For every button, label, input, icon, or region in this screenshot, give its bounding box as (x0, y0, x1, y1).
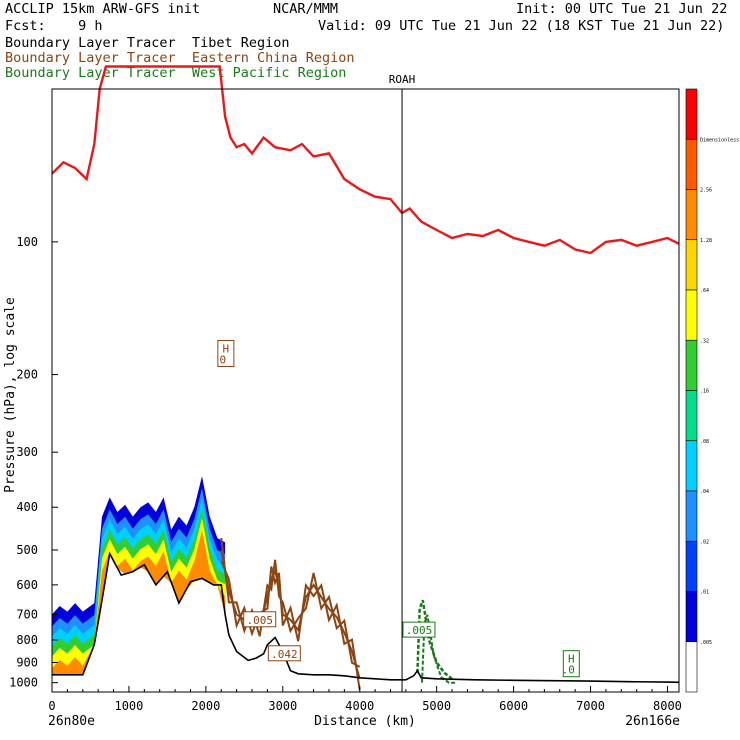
x-tick-label-2000: 2000 (191, 699, 220, 713)
colorbar-swatch-2 (685, 189, 698, 241)
endpoint-left: 26n80e (48, 714, 95, 729)
colorbar-swatch-4 (685, 289, 698, 341)
x-axis-label: Distance (km) (314, 714, 416, 729)
endpoint-right: 26n166e (625, 714, 680, 729)
line-layer: ROAH (51, 65, 680, 692)
annotation-box-0 (217, 340, 235, 368)
header-valid-time: Valid: 09 UTC Tue 21 Jun 22 (18 KST Tue … (318, 18, 725, 34)
y-tick-label-1000: 1000 (9, 676, 38, 690)
legend-tracer-eastern-china: Boundary Layer Tracer Eastern China Regi… (5, 50, 355, 66)
station-label: ROAH (389, 73, 416, 86)
y-tick-label-500: 500 (16, 543, 38, 557)
colorbar-swatch-9 (685, 540, 698, 592)
x-tick-label-5000: 5000 (422, 699, 451, 713)
annotation-box-2 (267, 645, 301, 662)
annotation-box-1 (243, 611, 277, 628)
annotation-text-0: H (223, 343, 230, 356)
annotation-box-4 (562, 650, 580, 678)
y-tick-label-400: 400 (16, 500, 38, 514)
tracer-band-32 (52, 508, 226, 675)
colorbar-label-8: .02 (700, 539, 709, 545)
plot-frame (51, 88, 680, 693)
annotation-text-2: .042 (271, 648, 298, 661)
colorbar-swatch-1 (685, 138, 698, 190)
legend-tracer-west-pacific: Boundary Layer Tracer West Pacific Regio… (5, 65, 347, 81)
colorbar-swatch-0 (685, 88, 698, 140)
y-tick-label-900: 900 (16, 655, 38, 669)
y-tick-label-700: 700 (16, 607, 38, 621)
y-tick-label-800: 800 (16, 633, 38, 647)
header-init: Init: 00 UTC Tue 21 Jun 22 (516, 1, 728, 17)
tropopause-line (51, 65, 680, 255)
tracer-fill-layer (52, 476, 226, 675)
colorbar-label-3: .64 (700, 288, 709, 294)
annotation-value-4: .0 (562, 664, 575, 677)
west-pacific-contour-1 (416, 599, 453, 680)
axes-layer: 0 1000 2000 3000 4000 5000 6000 7000 80001002003… (9, 235, 682, 713)
colorbar-swatch-7 (685, 440, 698, 492)
annotation-box-3 (402, 621, 436, 638)
west-pacific-contour-2 (421, 614, 457, 684)
x-tick-label-8000: 8000 (653, 699, 682, 713)
x-tick-label-0: 0 (48, 699, 55, 713)
annotation-text-1: .005 (246, 614, 273, 627)
colorbar-label-5: .16 (700, 389, 709, 395)
legend-tracer-tibet: Boundary Layer Tracer Tibet Region (5, 35, 290, 51)
terrain-line (52, 551, 680, 684)
colorbar: Dimensionless 2.56 1.28 .64 .32 .16 .08 .04 .02.… (685, 88, 739, 693)
colorbar-label-7: .04 (700, 489, 709, 495)
y-tick-label-300: 300 (16, 445, 38, 459)
colorbar-swatch-8 (685, 490, 698, 542)
header-title: ACCLIP 15km ARW-GFS init (5, 1, 201, 17)
colorbar-label-6: .08 (700, 439, 709, 445)
header-forecast-hour: Fcst: 9 h (5, 18, 103, 34)
colorbar-label-1: 2.56 (700, 188, 712, 194)
y-tick-label-600: 600 (16, 578, 38, 592)
y-tick-label-100: 100 (16, 235, 38, 249)
colorbar-label-2: 1.28 (700, 238, 712, 244)
colorbar-label-10: .005 (700, 640, 712, 646)
header-source: NCAR/MMM (273, 1, 339, 17)
colorbar-swatch-3 (685, 239, 698, 291)
y-axis-label: Pressure (hPa), log scale (3, 297, 18, 493)
x-tick-label-6000: 6000 (499, 699, 528, 713)
x-tick-label-3000: 3000 (268, 699, 297, 713)
annotation-text-4: H (568, 653, 575, 666)
colorbar-label-9: .01 (700, 590, 709, 596)
colorbar-swatch-10 (685, 591, 698, 643)
colorbar-swatch-5 (685, 339, 698, 391)
annotation-value-0: 0 (220, 354, 227, 367)
colorbar-swatch-11 (685, 641, 698, 693)
colorbar-swatch-6 (685, 390, 698, 442)
colorbar-label-0: Dimensionless (700, 137, 739, 143)
annotation-text-3: .005 (406, 624, 433, 637)
colorbar-label-4: .32 (700, 338, 709, 344)
x-tick-label-7000: 7000 (576, 699, 605, 713)
x-tick-label-1000: 1000 (114, 699, 143, 713)
x-tick-label-4000: 4000 (345, 699, 374, 713)
y-tick-label-200: 200 (16, 368, 38, 382)
